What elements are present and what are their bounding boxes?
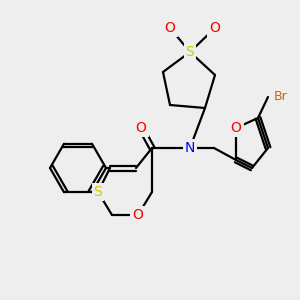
- Text: Br: Br: [274, 91, 288, 103]
- Text: O: O: [165, 21, 176, 35]
- Text: O: O: [231, 121, 242, 135]
- Text: O: O: [133, 208, 143, 222]
- Text: S: S: [94, 185, 102, 199]
- Text: S: S: [186, 45, 194, 59]
- Text: N: N: [185, 141, 195, 155]
- Text: O: O: [210, 21, 220, 35]
- Text: O: O: [136, 121, 146, 135]
